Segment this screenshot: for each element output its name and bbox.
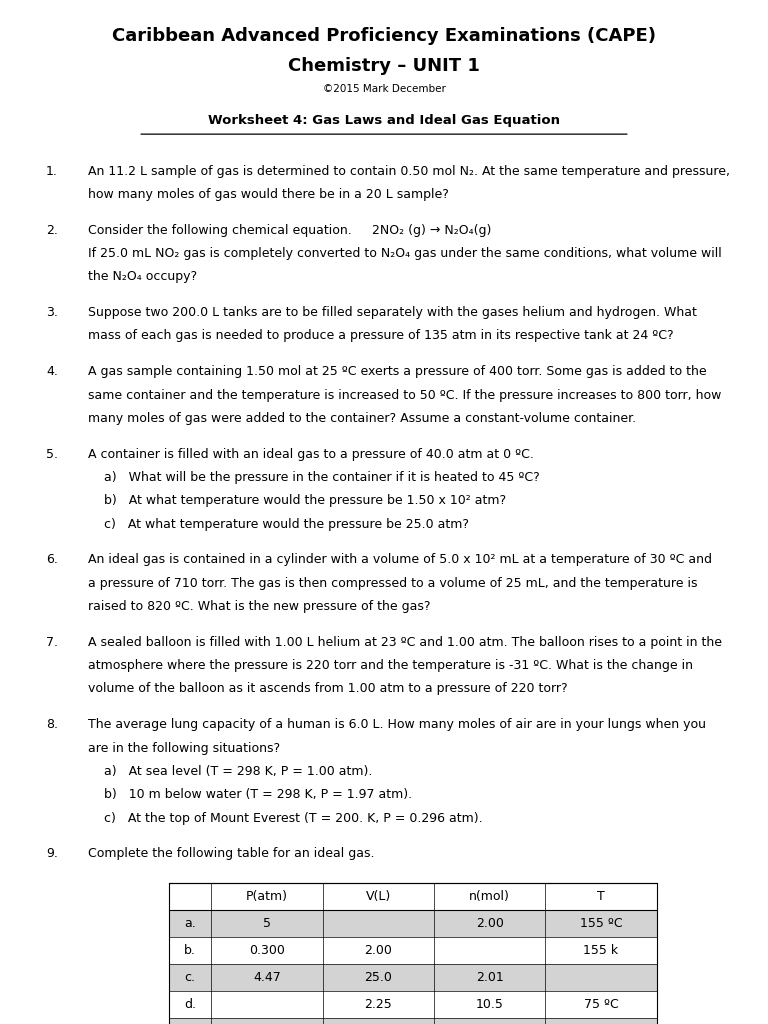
Text: the N₂O₄ occupy?: the N₂O₄ occupy?	[88, 270, 197, 284]
Text: a)   At sea level (T = 298 K, P = 1.00 atm).: a) At sea level (T = 298 K, P = 1.00 atm…	[104, 765, 372, 778]
Text: The average lung capacity of a human is 6.0 L. How many moles of air are in your: The average lung capacity of a human is …	[88, 719, 707, 731]
Text: 2.25: 2.25	[364, 997, 392, 1011]
Text: raised to 820 ºC. What is the new pressure of the gas?: raised to 820 ºC. What is the new pressu…	[88, 600, 431, 613]
Text: b.: b.	[184, 944, 196, 956]
Text: 3.: 3.	[46, 306, 58, 319]
Text: Complete the following table for an ideal gas.: Complete the following table for an idea…	[88, 848, 375, 860]
Text: 75 ºC: 75 ºC	[584, 997, 618, 1011]
Text: Chemistry – UNIT 1: Chemistry – UNIT 1	[288, 57, 480, 75]
Text: c)   At the top of Mount Everest (T = 200. K, P = 0.296 atm).: c) At the top of Mount Everest (T = 200.…	[104, 812, 482, 824]
Text: are in the following situations?: are in the following situations?	[88, 741, 280, 755]
Text: same container and the temperature is increased to 50 ºC. If the pressure increa: same container and the temperature is in…	[88, 389, 722, 401]
Text: A sealed balloon is filled with 1.00 L helium at 23 ºC and 1.00 atm. The balloon: A sealed balloon is filled with 1.00 L h…	[88, 636, 723, 649]
Text: 2.00: 2.00	[364, 944, 392, 956]
Text: c)   At what temperature would the pressure be 25.0 atm?: c) At what temperature would the pressur…	[104, 518, 468, 530]
Text: d.: d.	[184, 997, 196, 1011]
Text: many moles of gas were added to the container? Assume a constant-volume containe: many moles of gas were added to the cont…	[88, 412, 637, 425]
Text: 155 ºC: 155 ºC	[580, 918, 622, 930]
Text: mass of each gas is needed to produce a pressure of 135 atm in its respective ta: mass of each gas is needed to produce a …	[88, 330, 674, 342]
FancyBboxPatch shape	[169, 1018, 657, 1024]
Text: Caribbean Advanced Proficiency Examinations (CAPE): Caribbean Advanced Proficiency Examinati…	[112, 27, 656, 45]
Text: 25.0: 25.0	[364, 971, 392, 984]
Text: T: T	[597, 890, 605, 903]
Text: V(L): V(L)	[366, 890, 391, 903]
Text: 0.300: 0.300	[249, 944, 285, 956]
FancyBboxPatch shape	[169, 937, 657, 964]
Text: P(atm): P(atm)	[246, 890, 288, 903]
Text: 5.: 5.	[46, 447, 58, 461]
Text: An ideal gas is contained in a cylinder with a volume of 5.0 x 10² mL at a tempe: An ideal gas is contained in a cylinder …	[88, 554, 713, 566]
Text: 5: 5	[263, 918, 271, 930]
Text: how many moles of gas would there be in a 20 L sample?: how many moles of gas would there be in …	[88, 188, 449, 201]
Text: b)   10 m below water (T = 298 K, P = 1.97 atm).: b) 10 m below water (T = 298 K, P = 1.97…	[104, 788, 412, 801]
Text: a)   What will be the pressure in the container if it is heated to 45 ºC?: a) What will be the pressure in the cont…	[104, 471, 539, 484]
Text: A gas sample containing 1.50 mol at 25 ºC exerts a pressure of 400 torr. Some ga: A gas sample containing 1.50 mol at 25 º…	[88, 366, 707, 378]
FancyBboxPatch shape	[169, 991, 657, 1018]
Text: atmosphere where the pressure is 220 torr and the temperature is -31 ºC. What is: atmosphere where the pressure is 220 tor…	[88, 659, 694, 672]
FancyBboxPatch shape	[169, 910, 657, 937]
Bar	[169, 884, 657, 1024]
Text: b)   At what temperature would the pressure be 1.50 x 10² atm?: b) At what temperature would the pressur…	[104, 495, 506, 507]
Text: 2.00: 2.00	[475, 918, 504, 930]
Text: 4.: 4.	[46, 366, 58, 378]
Text: 6.: 6.	[46, 554, 58, 566]
Text: If 25.0 mL NO₂ gas is completely converted to N₂O₄ gas under the same conditions: If 25.0 mL NO₂ gas is completely convert…	[88, 247, 722, 260]
Text: a.: a.	[184, 918, 196, 930]
Text: ©2015 Mark December: ©2015 Mark December	[323, 84, 445, 94]
Text: Suppose two 200.0 L tanks are to be filled separately with the gases helium and : Suppose two 200.0 L tanks are to be fill…	[88, 306, 697, 319]
Text: volume of the balloon as it ascends from 1.00 atm to a pressure of 220 torr?: volume of the balloon as it ascends from…	[88, 683, 568, 695]
FancyBboxPatch shape	[169, 964, 657, 991]
Text: c.: c.	[184, 971, 196, 984]
Text: 10.5: 10.5	[475, 997, 504, 1011]
Text: Worksheet 4: Gas Laws and Ideal Gas Equation: Worksheet 4: Gas Laws and Ideal Gas Equa…	[208, 115, 560, 127]
Text: 2.01: 2.01	[475, 971, 504, 984]
Text: 2NO₂ (g) → N₂O₄(g): 2NO₂ (g) → N₂O₄(g)	[372, 224, 492, 237]
Text: Consider the following chemical equation.: Consider the following chemical equation…	[88, 224, 352, 237]
Text: 155 k: 155 k	[584, 944, 618, 956]
Text: An 11.2 L sample of gas is determined to contain 0.50 mol N₂. At the same temper: An 11.2 L sample of gas is determined to…	[88, 165, 730, 177]
Text: 2.: 2.	[46, 224, 58, 237]
Text: 9.: 9.	[46, 848, 58, 860]
Text: 4.47: 4.47	[253, 971, 281, 984]
Text: 1.: 1.	[46, 165, 58, 177]
Text: A container is filled with an ideal gas to a pressure of 40.0 atm at 0 ºC.: A container is filled with an ideal gas …	[88, 447, 535, 461]
Text: 8.: 8.	[46, 719, 58, 731]
Text: 7.: 7.	[46, 636, 58, 649]
Text: n(mol): n(mol)	[469, 890, 510, 903]
Text: a pressure of 710 torr. The gas is then compressed to a volume of 25 mL, and the: a pressure of 710 torr. The gas is then …	[88, 577, 698, 590]
